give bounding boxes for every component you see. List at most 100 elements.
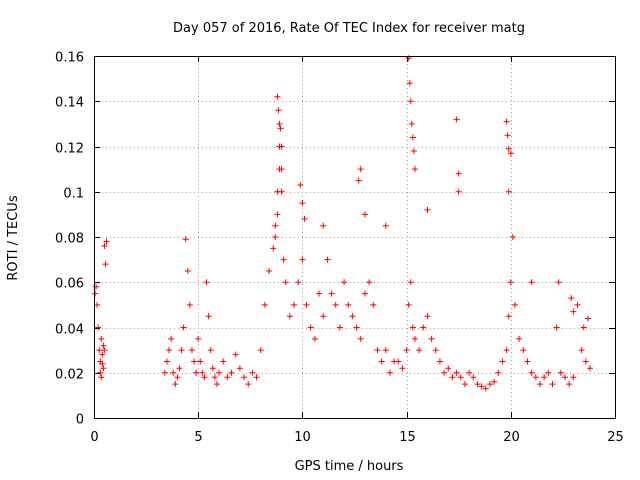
data-point (275, 107, 282, 114)
data-points (92, 55, 593, 392)
data-point (486, 381, 493, 388)
y-tick-label: 0.08 (55, 232, 84, 247)
data-point (586, 365, 593, 372)
y-tick-label: 0 (76, 413, 84, 428)
y-tick-label: 0.04 (55, 323, 84, 338)
data-point (432, 347, 439, 354)
data-point (98, 374, 105, 381)
data-point (336, 324, 343, 331)
data-point (100, 342, 107, 349)
data-point (182, 236, 189, 243)
data-point (399, 365, 406, 372)
data-point (299, 256, 306, 263)
data-point (203, 279, 210, 286)
y-tick-label: 0.02 (55, 368, 84, 383)
data-point (345, 301, 352, 308)
data-point (436, 358, 443, 365)
data-point (188, 347, 195, 354)
data-point (366, 279, 373, 286)
data-point (584, 315, 591, 322)
data-point (507, 279, 514, 286)
data-point (407, 279, 414, 286)
data-point (178, 347, 185, 354)
data-point (378, 358, 385, 365)
data-point (161, 369, 168, 376)
data-point (416, 347, 423, 354)
data-point (320, 222, 327, 229)
data-point (474, 381, 481, 388)
data-point (232, 351, 239, 358)
data-point (570, 374, 577, 381)
data-point (102, 261, 109, 268)
data-point (408, 120, 415, 127)
data-point (386, 369, 393, 376)
data-point (95, 324, 102, 331)
data-point (403, 347, 410, 354)
data-point (224, 374, 231, 381)
data-point (170, 369, 177, 376)
data-point (382, 222, 389, 229)
x-tick-label: 10 (294, 430, 311, 445)
data-point (407, 98, 414, 105)
data-point (374, 347, 381, 354)
data-point (482, 385, 489, 392)
x-tick-label: 15 (399, 430, 416, 445)
data-point (355, 177, 362, 184)
data-point (316, 290, 323, 297)
data-point (503, 118, 510, 125)
data-point (99, 360, 106, 367)
data-point (441, 369, 448, 376)
data-point (320, 313, 327, 320)
x-tick-label: 5 (194, 430, 202, 445)
data-point (449, 374, 456, 381)
data-point (101, 347, 108, 354)
data-point (504, 132, 511, 139)
data-point (505, 188, 512, 195)
data-point (411, 166, 418, 173)
data-point (211, 374, 218, 381)
data-point (261, 301, 268, 308)
data-point (163, 358, 170, 365)
data-point (428, 335, 435, 342)
data-point (276, 166, 283, 173)
x-axis-title: GPS time / hours (295, 459, 404, 474)
data-point (520, 347, 527, 354)
data-point (199, 369, 206, 376)
data-point (311, 335, 318, 342)
data-point (570, 308, 577, 315)
data-point (186, 301, 193, 308)
data-point (461, 381, 468, 388)
y-tick-label: 0.14 (55, 96, 84, 111)
data-point (424, 206, 431, 213)
data-point (99, 351, 106, 358)
data-point (328, 290, 335, 297)
data-point (541, 374, 548, 381)
data-point (103, 238, 110, 245)
data-point (201, 374, 208, 381)
data-point (324, 256, 331, 263)
data-point (349, 313, 356, 320)
data-point (272, 234, 279, 240)
data-point (409, 134, 416, 141)
data-point (266, 267, 273, 274)
x-tick-label: 0 (90, 430, 98, 445)
data-point (291, 301, 298, 308)
data-point (193, 369, 200, 376)
data-point (420, 324, 427, 331)
data-point (94, 301, 101, 308)
data-point (180, 324, 187, 331)
data-point (382, 347, 389, 354)
data-point (257, 347, 264, 354)
data-point (361, 211, 368, 218)
data-point (509, 234, 516, 240)
data-point (466, 369, 473, 376)
data-point (524, 358, 531, 365)
data-point (297, 181, 304, 188)
data-point (236, 365, 243, 372)
y-tick-label: 0.1 (63, 187, 84, 202)
data-point (303, 301, 310, 308)
data-point (299, 200, 306, 207)
data-point (207, 347, 214, 354)
data-point (249, 369, 256, 376)
